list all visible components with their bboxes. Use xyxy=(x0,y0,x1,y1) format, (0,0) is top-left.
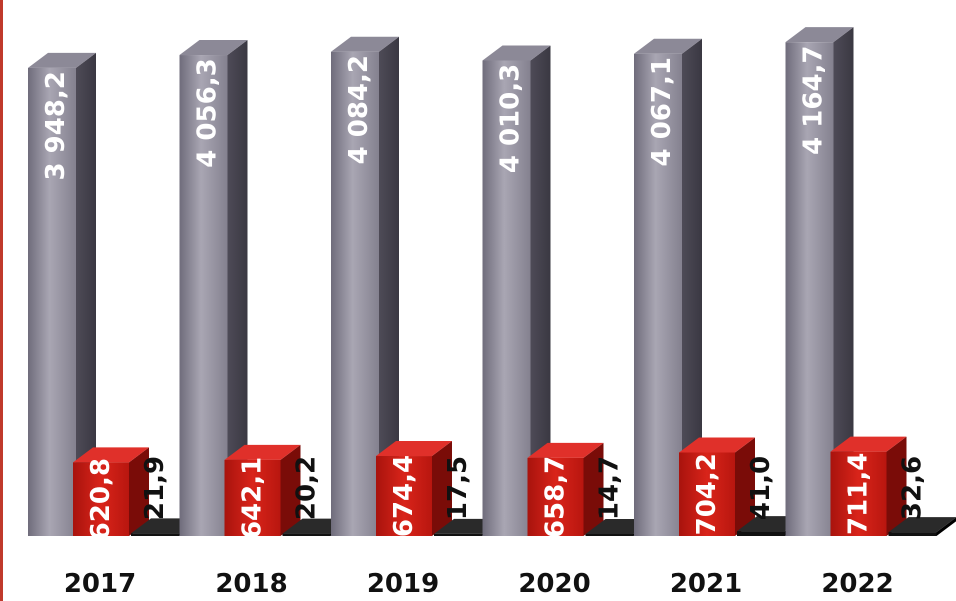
value-label-black-2017: 21,9 xyxy=(140,456,170,520)
bar-grey-2018 xyxy=(179,40,248,536)
value-label-grey-2018: 4 056,3 xyxy=(193,58,223,167)
bar-red-2022 xyxy=(830,436,907,536)
x-tick-label-2022: 2022 xyxy=(821,569,893,599)
bar-grey-2017 xyxy=(28,52,96,536)
value-label-red-2018: 642,1 xyxy=(238,457,268,539)
x-tick-label-2018: 2018 xyxy=(215,569,287,599)
bar-red-2019 xyxy=(376,441,452,536)
bar-red-2020 xyxy=(527,442,604,536)
value-label-grey-2022: 4 164,7 xyxy=(799,45,829,154)
value-label-grey-2021: 4 067,1 xyxy=(647,57,677,166)
bar-grey-2021 xyxy=(634,38,702,536)
value-label-red-2019: 674,4 xyxy=(389,455,419,537)
value-label-red-2022: 711,4 xyxy=(844,453,874,535)
value-label-grey-2017: 3 948,2 xyxy=(41,71,71,180)
x-tick-label-2020: 2020 xyxy=(518,569,590,599)
value-label-grey-2019: 4 084,2 xyxy=(344,55,374,164)
value-label-grey-2020: 4 010,3 xyxy=(496,64,526,173)
left-border xyxy=(0,0,3,601)
bar-grey-2022 xyxy=(785,27,854,536)
value-label-black-2019: 17,5 xyxy=(443,456,473,520)
bar-red-2021 xyxy=(679,437,755,536)
value-label-black-2021: 41,0 xyxy=(746,456,776,520)
x-tick-label-2021: 2021 xyxy=(670,569,742,599)
value-label-black-2020: 14,7 xyxy=(595,456,625,520)
bar-grey-2020 xyxy=(482,45,551,536)
x-tick-label-2017: 2017 xyxy=(64,569,136,599)
bar-red-2017 xyxy=(73,447,149,536)
bar-red-2018 xyxy=(224,444,301,536)
bar-black-2022 xyxy=(888,517,956,536)
value-label-black-2022: 32,6 xyxy=(898,456,928,520)
value-label-red-2017: 620,8 xyxy=(86,458,116,540)
value-label-red-2020: 658,7 xyxy=(541,456,571,538)
x-tick-label-2019: 2019 xyxy=(367,569,439,599)
bar-grey-2019 xyxy=(331,36,399,537)
value-label-red-2021: 704,2 xyxy=(692,453,722,535)
value-label-black-2018: 20,2 xyxy=(292,456,322,520)
